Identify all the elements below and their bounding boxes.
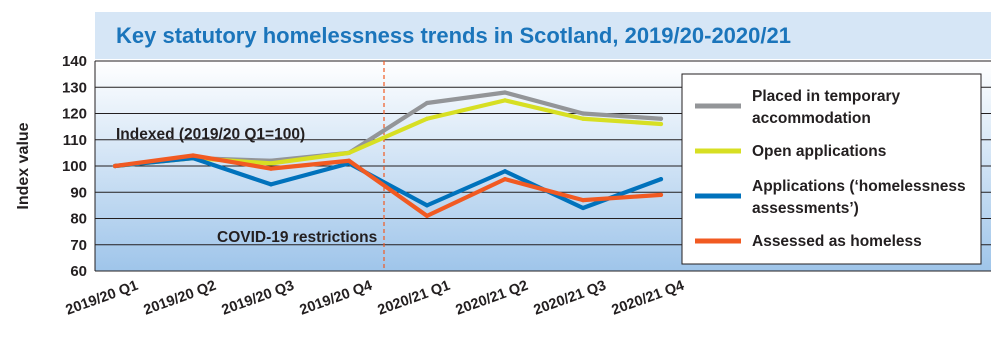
data-point <box>658 121 664 127</box>
y-axis-label: Index value <box>15 122 32 209</box>
x-tick-label: 2019/20 Q2 <box>142 278 219 319</box>
x-tick-label: 2020/21 Q4 <box>610 278 687 319</box>
title-band <box>95 12 991 59</box>
y-axis-ticks: 60 70 80 90 100 110 120 130 140 <box>62 53 87 280</box>
y-tick-label: 60 <box>70 263 87 280</box>
data-point <box>502 177 508 182</box>
annotation-covid: COVID-19 restrictions <box>217 229 377 246</box>
legend-label: Assessed as homeless <box>752 233 922 250</box>
x-tick-label: 2020/21 Q3 <box>532 278 609 319</box>
x-tick-label: 2020/21 Q2 <box>454 278 531 319</box>
y-tick-label: 100 <box>62 158 87 175</box>
data-point <box>658 177 664 182</box>
legend-label: Placed in temporary <box>752 88 901 105</box>
data-point <box>346 150 352 155</box>
y-tick-label: 90 <box>70 184 87 201</box>
annotation-indexed: Indexed (2019/20 Q1=100) <box>116 126 305 143</box>
data-point <box>658 116 664 121</box>
y-tick-label: 120 <box>62 106 87 123</box>
series-lines <box>112 90 664 218</box>
x-tick-label: 2019/20 Q4 <box>298 278 375 319</box>
legend-label: accommodation <box>752 110 871 127</box>
legend-label: Applications (‘homelessness <box>752 178 966 195</box>
series-line-2 <box>112 156 664 211</box>
x-axis-ticks: 2019/20 Q1 2019/20 Q2 2019/20 Q3 2019/20 Q4… <box>64 278 687 319</box>
data-point <box>424 100 430 106</box>
y-tick-label: 70 <box>70 237 87 254</box>
x-tick-label: 2019/20 Q1 <box>64 278 141 319</box>
data-point <box>580 198 586 203</box>
x-tick-label: 2020/21 Q1 <box>376 278 453 319</box>
data-point <box>580 116 586 121</box>
data-point <box>580 205 586 211</box>
data-point <box>190 153 196 158</box>
y-tick-label: 130 <box>62 79 87 96</box>
data-point <box>502 98 508 103</box>
data-point <box>346 158 352 163</box>
legend-label: Open applications <box>752 143 886 160</box>
data-point <box>424 116 430 121</box>
data-point <box>112 163 118 169</box>
legend-label: assessments’) <box>752 200 859 217</box>
data-point <box>268 166 274 171</box>
x-tick-label: 2019/20 Q3 <box>220 278 297 319</box>
data-point <box>502 169 508 174</box>
data-point <box>424 213 430 218</box>
data-point <box>502 90 508 95</box>
data-point <box>658 192 664 197</box>
y-tick-label: 80 <box>70 211 87 228</box>
y-tick-label: 140 <box>62 53 87 70</box>
y-tick-label: 110 <box>63 132 87 149</box>
data-point <box>424 203 430 208</box>
data-point <box>268 161 274 166</box>
data-point <box>268 182 274 187</box>
series-line-3 <box>112 153 664 218</box>
chart-title: Key statutory homelessness trends in Sco… <box>116 23 791 48</box>
legend: Placed in temporary accommodation Open app… <box>695 88 966 250</box>
data-point <box>580 111 586 116</box>
